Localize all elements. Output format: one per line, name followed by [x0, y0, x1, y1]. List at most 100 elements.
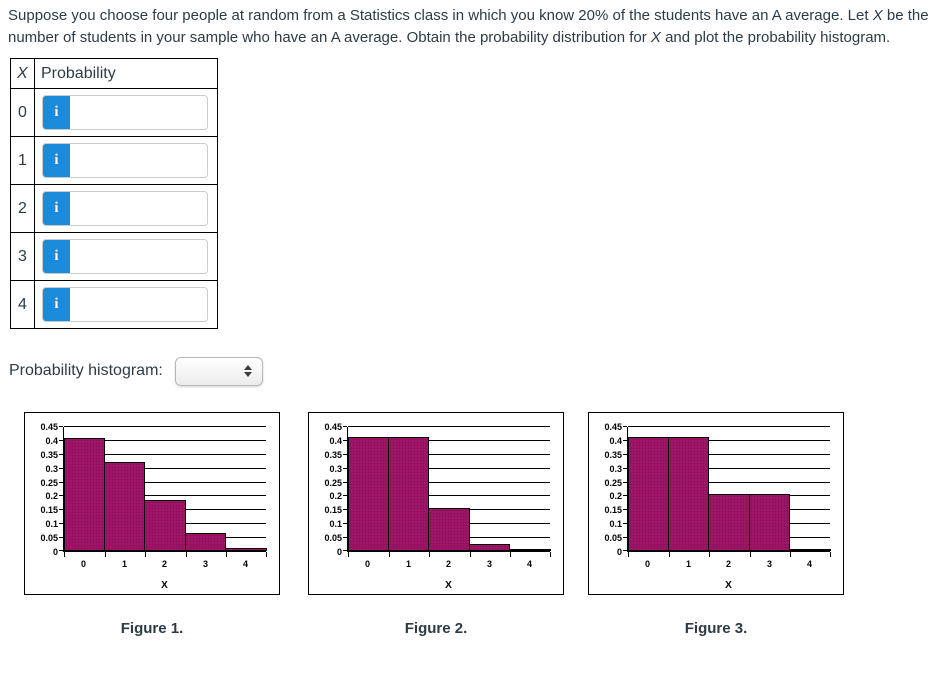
x-tick-mark — [105, 552, 106, 557]
gridline — [64, 426, 266, 427]
plot-area — [623, 426, 831, 557]
x-tick-mark — [628, 552, 629, 557]
x-tick-label: 1 — [121, 559, 127, 569]
y-tick-mark — [343, 426, 347, 427]
question-part: Suppose you choose four people at random… — [8, 7, 873, 24]
histogram-bar — [789, 549, 831, 551]
x-tick-mark — [429, 552, 430, 557]
y-tick-mark — [623, 550, 627, 551]
figures-row: 0 0.05 0.1 0.15 0.2 0.25 0.3 0.35 0.4 0.45 0 1 2 3 4 X … — [0, 412, 947, 662]
table-header-row: X Probability — [10, 58, 218, 89]
x-tick-mark — [145, 552, 146, 557]
x-tick-label: 1 — [405, 559, 411, 569]
y-tick-label: 0.25 — [604, 478, 622, 488]
gridline — [348, 495, 550, 496]
y-tick-label: 0.3 — [609, 464, 622, 474]
y-tick-label: 0.3 — [45, 464, 58, 474]
y-tick-label: 0.35 — [604, 450, 622, 460]
y-tick-label: 0.35 — [324, 450, 342, 460]
info-icon: i — [54, 296, 59, 312]
x-tick-label: 3 — [766, 559, 772, 569]
y-tick-label: 0.45 — [40, 422, 58, 432]
y-tick-label: 0.1 — [45, 519, 58, 529]
y-tick-mark — [59, 440, 63, 441]
chevron-down-icon — [243, 372, 252, 377]
probability-input[interactable] — [70, 192, 207, 225]
table-row: 4 i — [10, 280, 218, 329]
figure-1-chart: 0 0.05 0.1 0.15 0.2 0.25 0.3 0.35 0.4 0.45 0 1 2 3 4 X — [24, 412, 280, 595]
gridline — [64, 468, 266, 469]
probability-input[interactable] — [70, 96, 207, 129]
table-row: 1 i — [10, 136, 218, 185]
info-button[interactable]: i — [43, 192, 70, 225]
probability-input-group: i — [42, 95, 208, 130]
y-tick-mark — [623, 495, 627, 496]
y-tick-mark — [59, 550, 63, 551]
gridline — [348, 440, 550, 441]
y-tick-label: 0.4 — [45, 436, 58, 446]
y-tick-label: 0.05 — [40, 533, 58, 543]
gridline — [628, 454, 830, 455]
x-tick-mark — [550, 552, 551, 557]
y-tick-mark — [623, 426, 627, 427]
probability-input-group: i — [42, 191, 208, 226]
info-button[interactable]: i — [43, 288, 70, 321]
histogram-bar — [469, 544, 510, 551]
y-tick-mark — [623, 454, 627, 455]
y-tick-label: 0 — [336, 547, 342, 557]
x-value-cell: 1 — [10, 136, 35, 185]
x-tick-mark — [389, 552, 390, 557]
gridline — [348, 482, 550, 483]
x-tick-label: 0 — [80, 559, 86, 569]
gridline — [348, 426, 550, 427]
x-axis-label: X — [161, 580, 168, 591]
y-tick-label: 0 — [616, 547, 622, 557]
histogram-bar — [64, 438, 105, 551]
y-tick-label: 0.25 — [40, 478, 58, 488]
y-tick-label: 0.45 — [604, 422, 622, 432]
x-tick-mark — [226, 552, 227, 557]
gridline — [628, 440, 830, 441]
y-tick-mark — [343, 454, 347, 455]
table-row: 3 i — [10, 232, 218, 281]
y-tick-label: 0.2 — [329, 491, 342, 501]
info-button[interactable]: i — [43, 240, 70, 273]
y-tick-label: 0.25 — [324, 478, 342, 488]
probability-input[interactable] — [70, 240, 207, 273]
y-tick-mark — [623, 468, 627, 469]
probability-input[interactable] — [70, 288, 207, 321]
x-value-cell: 2 — [10, 184, 35, 233]
probability-input-group: i — [42, 239, 208, 274]
y-tick-mark — [343, 482, 347, 483]
y-tick-mark — [59, 537, 63, 538]
y-tick-mark — [59, 426, 63, 427]
y-tick-label: 0.15 — [324, 505, 342, 515]
x-tick-label: 3 — [202, 559, 208, 569]
x-tick-mark — [470, 552, 471, 557]
y-tick-mark — [343, 495, 347, 496]
info-button[interactable]: i — [43, 96, 70, 129]
gridline — [628, 426, 830, 427]
figure-3-chart: 0 0.05 0.1 0.15 0.2 0.25 0.3 0.35 0.4 0.45 0 1 2 3 4 X — [588, 412, 844, 595]
info-button[interactable]: i — [43, 144, 70, 177]
y-tick-mark — [623, 537, 627, 538]
histogram-bar — [144, 500, 186, 551]
variable-x: X — [650, 28, 661, 46]
probability-input-group: i — [42, 287, 208, 322]
y-tick-mark — [59, 454, 63, 455]
y-tick-label: 0.4 — [609, 436, 622, 446]
x-tick-label: 3 — [486, 559, 492, 569]
plot-area — [343, 426, 551, 557]
question-part: be the number of students in your sample… — [8, 7, 929, 46]
x-value-cell: 4 — [10, 280, 35, 329]
x-tick-label: 0 — [644, 559, 650, 569]
histogram-select[interactable] — [174, 356, 263, 386]
y-tick-label: 0.45 — [324, 422, 342, 432]
y-tick-label: 0.1 — [329, 519, 342, 529]
histogram-bar — [749, 494, 790, 551]
chevron-up-icon — [243, 365, 252, 370]
gridline — [64, 454, 266, 455]
x-value-cell: 0 — [10, 88, 35, 137]
probability-input[interactable] — [70, 144, 207, 177]
